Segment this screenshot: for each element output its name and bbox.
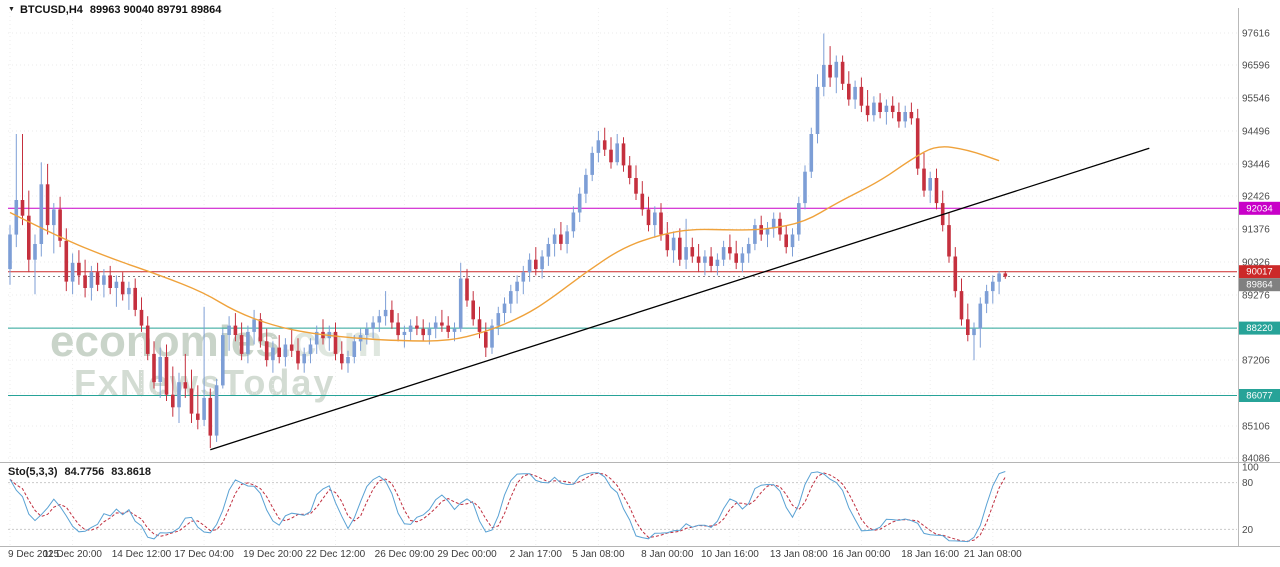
svg-text:20: 20 bbox=[1242, 525, 1254, 536]
svg-text:90326: 90326 bbox=[1242, 258, 1270, 269]
svg-text:19 Dec 20:00: 19 Dec 20:00 bbox=[243, 549, 303, 560]
indicator-value-main: 84.7756 bbox=[64, 466, 105, 478]
symbol-timeframe-label: BTCUSD,H4 bbox=[19, 4, 83, 16]
svg-text:26 Dec 09:00: 26 Dec 09:00 bbox=[375, 549, 435, 560]
svg-text:90017: 90017 bbox=[1246, 267, 1272, 278]
svg-text:87206: 87206 bbox=[1242, 356, 1270, 367]
svg-text:84086: 84086 bbox=[1242, 454, 1270, 465]
trendline[interactable] bbox=[210, 147, 1150, 451]
svg-text:8 Jan 00:00: 8 Jan 00:00 bbox=[641, 549, 694, 560]
ohlc-readout: 89963 90040 89791 89864 bbox=[89, 4, 222, 16]
svg-text:96596: 96596 bbox=[1242, 61, 1270, 72]
svg-text:86077: 86077 bbox=[1246, 391, 1272, 402]
indicator-value-signal: 83.8618 bbox=[111, 466, 152, 478]
candles[interactable] bbox=[8, 33, 1008, 449]
symbol-dropdown-icon[interactable]: ▼ bbox=[8, 6, 15, 13]
svg-text:16 Jan 00:00: 16 Jan 00:00 bbox=[832, 549, 890, 560]
svg-text:9 Dec 2025: 9 Dec 2025 bbox=[8, 549, 60, 560]
svg-text:18 Jan 16:00: 18 Jan 16:00 bbox=[901, 549, 959, 560]
svg-text:95546: 95546 bbox=[1242, 94, 1270, 105]
svg-text:13 Jan 08:00: 13 Jan 08:00 bbox=[770, 549, 828, 560]
indicator-name: Sto(5,3,3) bbox=[8, 466, 58, 478]
svg-text:29 Dec 00:00: 29 Dec 00:00 bbox=[437, 549, 497, 560]
svg-text:89276: 89276 bbox=[1242, 291, 1270, 302]
svg-text:5 Jan 08:00: 5 Jan 08:00 bbox=[572, 549, 625, 560]
svg-text:97616: 97616 bbox=[1242, 29, 1270, 40]
stochastic-panel: 100 80 20 bbox=[8, 463, 1259, 543]
indicator-label: Sto(5,3,3) 84.7756 83.8618 bbox=[8, 466, 151, 478]
chart-header: ▼ BTCUSD,H4 89963 90040 89791 89864 bbox=[8, 4, 221, 16]
svg-text:10 Jan 16:00: 10 Jan 16:00 bbox=[701, 549, 759, 560]
svg-text:85106: 85106 bbox=[1242, 422, 1270, 433]
svg-text:80: 80 bbox=[1242, 478, 1254, 489]
svg-text:2 Jan 17:00: 2 Jan 17:00 bbox=[510, 549, 563, 560]
svg-text:88220: 88220 bbox=[1246, 323, 1272, 334]
svg-text:11 Dec 20:00: 11 Dec 20:00 bbox=[43, 549, 102, 560]
moving-average-line bbox=[9, 146, 1000, 342]
svg-text:91376: 91376 bbox=[1242, 225, 1270, 236]
svg-text:22 Dec 12:00: 22 Dec 12:00 bbox=[306, 549, 366, 560]
svg-text:94496: 94496 bbox=[1242, 127, 1270, 138]
level-lines[interactable] bbox=[8, 207, 1237, 396]
svg-text:100: 100 bbox=[1242, 463, 1259, 474]
grid-lines bbox=[8, 8, 1237, 545]
svg-text:92034: 92034 bbox=[1246, 203, 1272, 214]
svg-text:93446: 93446 bbox=[1242, 160, 1270, 171]
svg-text:21 Jan 08:00: 21 Jan 08:00 bbox=[964, 549, 1022, 560]
svg-text:89864: 89864 bbox=[1246, 280, 1272, 291]
svg-text:92426: 92426 bbox=[1242, 192, 1270, 203]
svg-text:14 Dec 12:00: 14 Dec 12:00 bbox=[112, 549, 172, 560]
svg-text:17 Dec 04:00: 17 Dec 04:00 bbox=[174, 549, 234, 560]
price-tags: 92034 90017 89864 88220 86077 bbox=[1239, 201, 1280, 402]
panel-separators bbox=[0, 462, 1280, 547]
